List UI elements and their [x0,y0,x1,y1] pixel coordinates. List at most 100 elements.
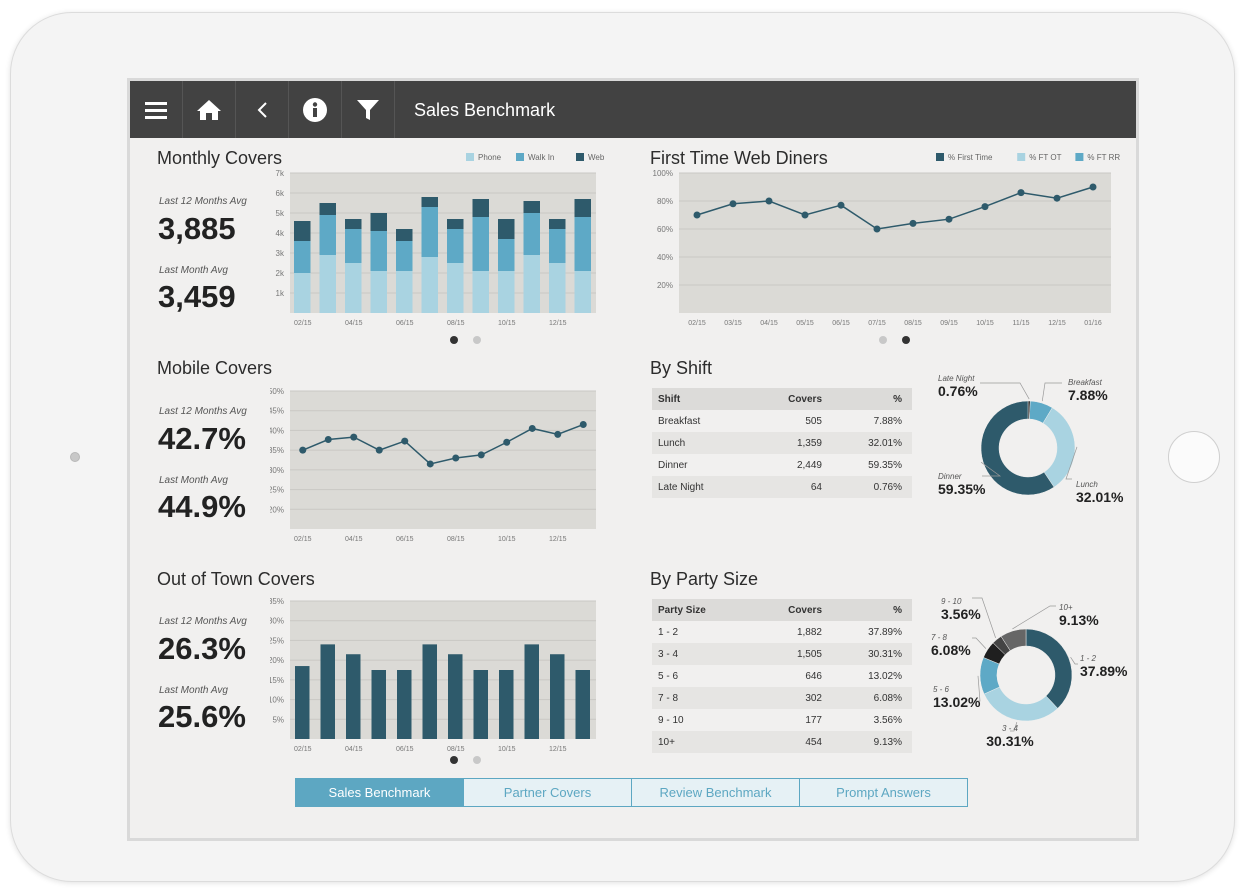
monthly-bar-web [498,219,515,239]
oot-pager-dot-2[interactable] [473,756,481,764]
oot-ytick-label: 25% [270,636,284,645]
first-time-point [873,225,881,233]
monthly-stat1-label: Last 12 Months Avg [159,196,247,207]
monthly-legend-swatch [516,153,524,161]
shift-table-cell: Lunch [658,437,686,449]
first-time-legend-label: % FT OT [1029,153,1061,162]
shift-table-cell: 32.01% [868,437,902,449]
party-table-cell: 6.08% [873,692,902,704]
tab-prompt-answers[interactable]: Prompt Answers [799,778,968,807]
shift-donut-slice-label: Dinner [938,472,962,481]
tab-review-benchmark[interactable]: Review Benchmark [631,778,800,807]
party-table-cell: 9.13% [873,736,902,748]
first-time-ytick-label: 100% [653,169,673,178]
party-table-cell: 3.56% [873,714,902,726]
shift-table-header-cell: % [893,393,902,405]
party-donut-slice-value: 37.89% [1080,663,1128,679]
monthly-bar-web [370,213,387,231]
party-table-cell: 30.31% [868,648,902,660]
first-time-ytick-label: 20% [657,281,673,290]
mobile-covers-title: Mobile Covers [157,358,273,378]
mobile-xtick-label: 02/15 [294,536,312,543]
shift-donut-slice-label: Breakfast [1068,378,1103,387]
mobile-point [401,437,409,445]
oot-bar [550,654,565,739]
shift-table-cell: 1,359 [796,437,822,449]
party-donut-slice [1025,628,1073,709]
mobile-point [477,451,485,459]
oot-pager-dot-1[interactable] [450,756,458,764]
menu-icon [145,101,167,119]
oot-xtick-label: 02/15 [294,746,312,753]
screen: Sales Benchmark Monthly Covers Last 12 M… [127,78,1139,841]
monthly-bar-walk-in [370,231,387,271]
device-home-button[interactable] [1168,431,1220,483]
mobile-point [528,424,536,432]
party-donut-slice-value: 9.13% [1059,612,1099,628]
home-button[interactable] [183,81,236,138]
tablet-frame: Sales Benchmark Monthly Covers Last 12 M… [10,12,1235,882]
party-table-cell: 13.02% [868,670,902,682]
tab-sales-benchmark[interactable]: Sales Benchmark [295,778,464,807]
oot-bar [499,670,514,739]
party-table-cell: 646 [805,670,822,682]
oot-ytick-label: 20% [270,656,284,665]
party-table-row: 5 - 6 646 13.02% [652,665,912,687]
party-donut-slice-value: 30.31% [986,733,1034,749]
monthly-xtick-label: 10/15 [498,320,516,327]
party-donut-leader-line [972,597,996,638]
shift-donut-slice [1042,407,1076,488]
shift-table-cell: Late Night [658,481,704,493]
party-donut-slice [1000,628,1027,651]
back-button[interactable] [236,81,289,138]
monthly-bar-walk-in [472,217,489,271]
tab-partner-covers[interactable]: Partner Covers [463,778,632,807]
first-time-series-line [696,186,1094,230]
first-time-xtick-label: 01/16 [1084,320,1102,327]
camera [70,452,80,462]
mobile-point [299,446,307,454]
oot-bar [346,654,361,739]
first-time-pager-dot-1[interactable] [879,336,887,344]
monthly-bar-walk-in [421,207,438,257]
first-time-xtick-label: 05/15 [796,320,814,327]
first-time-xtick-label: 06/15 [832,320,850,327]
oot-bar [371,670,386,739]
party-donut-slice [983,686,1059,722]
party-table-cell: 1,505 [796,648,822,660]
mobile-point [554,430,562,438]
shift-donut-leader-line [1041,382,1062,402]
monthly-legend-swatch [576,153,584,161]
oot-xtick-label: 12/15 [549,746,567,753]
filter-button[interactable] [342,81,395,138]
mobile-point [350,433,358,441]
mobile-covers-chart: 20% 25% 30% 35% 40% 45% 50% 02/15 04/15 06/15 08/1… [270,387,596,543]
oot-stat2-label: Last Month Avg [159,685,228,696]
monthly-plot-area [290,173,596,313]
shift-table-cell: 64 [810,481,822,493]
by-shift-table: Shift Covers% Breakfast 505 7.88% Lunch 1,359 3… [652,388,912,498]
first-time-pager-dot-2[interactable] [902,336,910,344]
party-donut-slice-label: 1 - 2 [1080,654,1097,663]
monthly-bar-web [574,199,591,217]
shift-table-cell: Breakfast [658,415,701,427]
back-icon [257,101,267,118]
monthly-pager-dot-2[interactable] [473,336,481,344]
monthly-xtick-label: 04/15 [345,320,363,327]
shift-table-cell: Dinner [658,459,688,471]
oot-bar [575,670,590,739]
first-time-xtick-label: 10/15 [976,320,994,327]
party-donut-slice-label: 5 - 6 [933,685,950,694]
party-donut-slice-value: 3.56% [941,606,981,622]
monthly-bar-walk-in [345,229,362,263]
first-time-point [837,201,845,209]
party-table-cell: 302 [805,692,822,704]
menu-button[interactable] [130,81,183,138]
monthly-bar-walk-in [498,239,515,271]
info-button[interactable] [289,81,342,138]
shift-table-cell: 59.35% [868,459,902,471]
party-table-cell: 1,882 [796,626,822,638]
monthly-covers-title: Monthly Covers [157,148,283,168]
monthly-pager-dot-1[interactable] [450,336,458,344]
oot-stat1-label: Last 12 Months Avg [159,616,247,627]
